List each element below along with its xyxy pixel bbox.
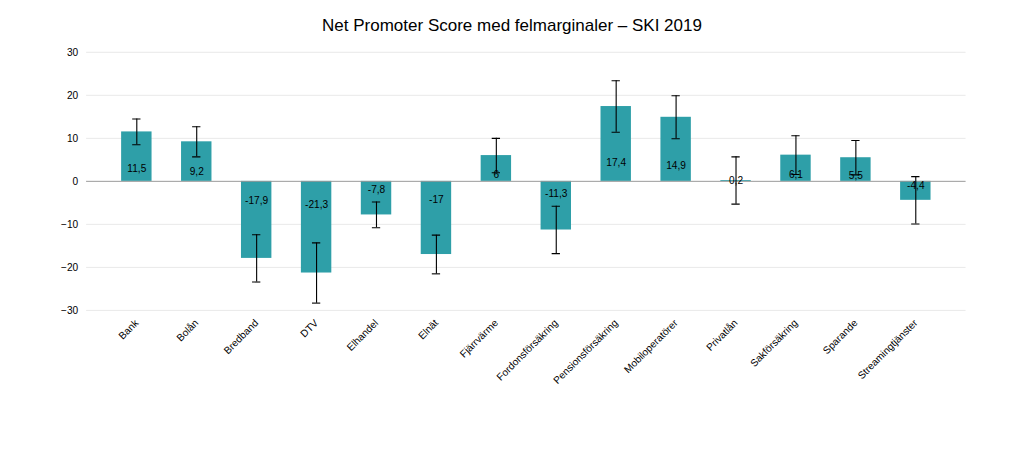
svg-text:20: 20 [67,90,79,101]
svg-text:Sakförsäkring: Sakförsäkring [748,317,800,369]
svg-text:10: 10 [67,133,79,144]
svg-text:−20: −20 [61,262,79,273]
svg-text:Elhandel: Elhandel [345,317,381,353]
svg-text:6,1: 6,1 [789,169,803,180]
svg-text:Elnät: Elnät [416,317,440,341]
svg-text:11,5: 11,5 [127,163,146,174]
svg-text:Privatlån: Privatlån [704,317,740,353]
svg-text:Pensionsförsäkring: Pensionsförsäkring [551,317,620,386]
svg-text:0: 0 [73,176,79,187]
svg-text:-11,3: -11,3 [545,188,568,199]
svg-text:17,4: 17,4 [606,157,626,168]
svg-text:Bredband: Bredband [222,317,261,356]
svg-text:-17: -17 [429,194,444,205]
svg-text:Bolån: Bolån [174,317,200,343]
svg-text:DTV: DTV [298,317,320,339]
svg-text:-7,8: -7,8 [368,184,386,195]
svg-text:Streamingtjänster: Streamingtjänster [856,317,920,381]
html-text:Net Promoter Score med felmarg: Net Promoter Score med felmarginaler – S… [322,16,702,35]
svg-text:Fjärrvärme: Fjärrvärme [458,317,501,360]
svg-text:Fordonsförsäkring: Fordonsförsäkring [494,317,559,382]
svg-text:-17,9: -17,9 [245,195,268,206]
svg-text:9,2: 9,2 [190,166,204,177]
svg-text:−10: −10 [61,219,79,230]
svg-text:0,2: 0,2 [729,175,743,186]
svg-text:30: 30 [67,47,79,58]
svg-text:Sparande: Sparande [821,317,860,356]
svg-text:-21,3: -21,3 [305,199,328,210]
svg-text:Bank: Bank [116,317,141,342]
svg-text:6: 6 [494,169,500,180]
svg-text:5,5: 5,5 [849,170,863,181]
svg-text:14,9: 14,9 [666,160,686,171]
svg-text:Mobiloperatörer: Mobiloperatörer [622,317,680,375]
svg-text:−30: −30 [61,305,79,316]
svg-text:-4,4: -4,4 [907,180,925,191]
